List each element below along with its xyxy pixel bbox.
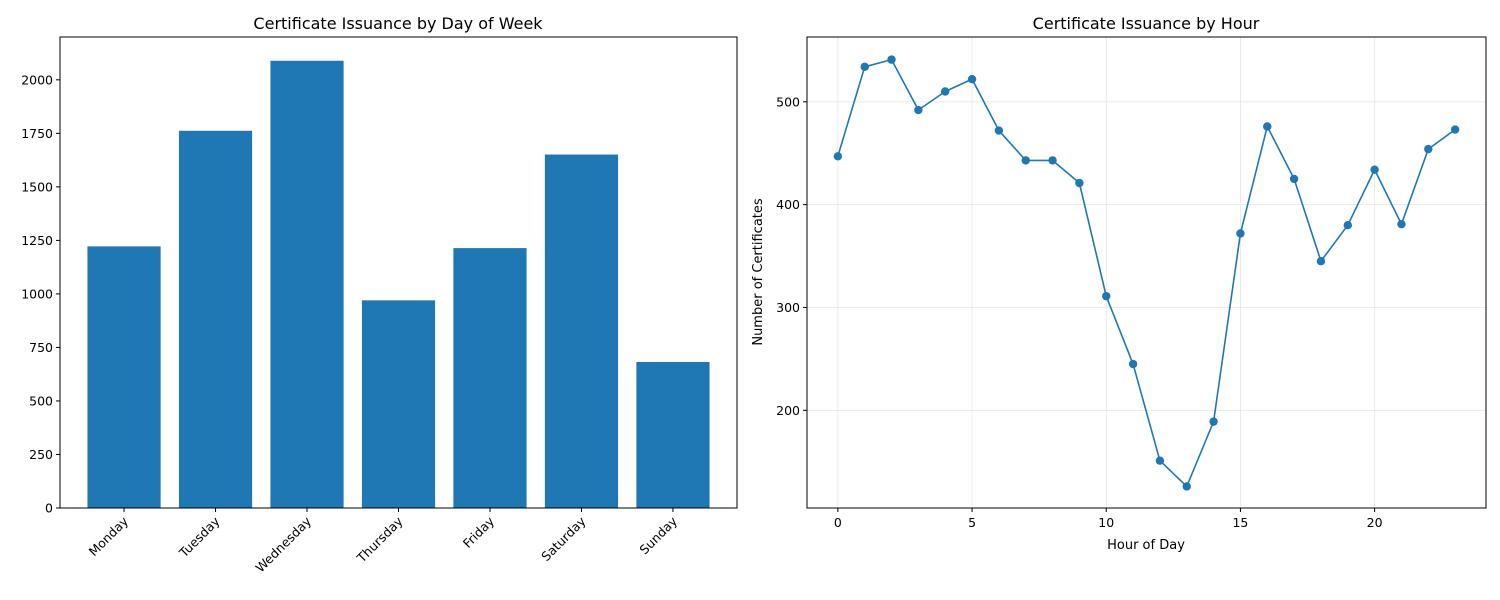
bar-y-tick-label: 1500 xyxy=(21,179,53,194)
bar-x-tick-label: Monday xyxy=(86,513,132,559)
line-point-hour-6 xyxy=(994,126,1004,135)
line-point-hour-4 xyxy=(941,87,950,96)
bar-y-tick-label: 250 xyxy=(29,447,53,462)
line-point-hour-11 xyxy=(1128,359,1138,369)
bar-x-tick-label: Saturday xyxy=(538,513,589,564)
line-point-hour-7 xyxy=(1021,156,1030,165)
line-point-hour-1 xyxy=(860,62,869,72)
line-point-hour-8 xyxy=(1048,156,1057,165)
bar-y-tick-label: 1250 xyxy=(21,233,53,248)
line-x-ticks: 0 5 10 15 20 xyxy=(834,508,1383,530)
line-point-hour-5 xyxy=(967,74,977,84)
bar-x-tick-label: Tuesday xyxy=(175,513,223,561)
bar-y-tick-label: 750 xyxy=(29,340,53,355)
line-x-tick-label: 20 xyxy=(1367,515,1383,530)
line-path xyxy=(837,58,1456,488)
bar-monday xyxy=(87,246,161,508)
line-point-hour-13 xyxy=(1182,482,1191,491)
line-point-hour-10 xyxy=(1102,291,1111,301)
line-chart: Certificate Issuance by Hour 20030040050… xyxy=(751,14,1487,553)
bar-saturday xyxy=(544,154,619,509)
line-point-hour-19 xyxy=(1343,220,1352,230)
bar-plot-frame xyxy=(59,36,738,509)
line-point-hour-15 xyxy=(1236,229,1245,238)
bar-y-ticks: 0 250 500 750 1000 1250 1500 1750 2000 xyxy=(21,72,60,516)
line-x-tick-label: 15 xyxy=(1232,515,1248,530)
line-x-axis-label: Hour of Day xyxy=(1107,538,1185,553)
bar-x-tick-label: Friday xyxy=(460,513,498,551)
bar-friday xyxy=(453,248,527,509)
line-y-tick-label: 200 xyxy=(776,403,800,418)
line-point-hour-17 xyxy=(1289,174,1299,184)
bar-thursday xyxy=(361,300,436,508)
line-x-tick-label: 5 xyxy=(968,515,976,530)
line-x-tick-label: 10 xyxy=(1098,515,1114,530)
line-y-tick-label: 500 xyxy=(776,94,800,109)
line-series xyxy=(833,55,1460,491)
bar-chart: Certificate Issuance by Day of Week 0 250… xyxy=(21,14,738,575)
line-y-tick-label: 300 xyxy=(776,300,800,315)
line-point-hour-21 xyxy=(1397,219,1406,229)
bar-y-tick-label: 1000 xyxy=(21,286,53,301)
bar-x-ticks: Monday Tuesday Wednesday Thursday Friday Satu… xyxy=(86,508,680,575)
bar-sunday xyxy=(636,361,710,508)
line-point-hour-23 xyxy=(1450,125,1460,134)
bar-y-tick-label: 0 xyxy=(45,501,53,516)
bar-y-tick-label: 1750 xyxy=(21,126,53,141)
line-chart-title: Certificate Issuance by Hour xyxy=(1033,14,1260,33)
line-point-hour-22 xyxy=(1424,144,1433,154)
line-plot-frame xyxy=(806,36,1487,509)
bar-wednesday xyxy=(270,60,344,508)
line-point-hour-0 xyxy=(833,152,843,161)
line-point-hour-9 xyxy=(1075,178,1084,188)
bar-x-tick-label: Thursday xyxy=(353,513,406,566)
bar-y-tick-label: 500 xyxy=(29,393,53,408)
bar-x-tick-label: Wednesday xyxy=(252,513,314,575)
line-point-hour-3 xyxy=(914,105,923,115)
bar-series xyxy=(87,60,710,509)
line-y-ticks: 200 300 400 500 xyxy=(776,94,807,418)
line-x-tick-label: 0 xyxy=(834,515,842,530)
line-point-hour-18 xyxy=(1316,256,1326,266)
bar-chart-title: Certificate Issuance by Day of Week xyxy=(253,14,543,33)
line-point-hour-12 xyxy=(1155,456,1165,465)
line-point-hour-14 xyxy=(1209,417,1218,426)
line-y-tick-label: 400 xyxy=(776,197,800,212)
bar-y-tick-label: 2000 xyxy=(21,72,53,87)
line-y-axis-label: Number of Certificates xyxy=(751,198,766,346)
bar-x-tick-label: Sunday xyxy=(636,513,680,557)
line-point-hour-2 xyxy=(887,55,896,64)
line-point-hour-20 xyxy=(1370,165,1379,174)
line-grid xyxy=(807,37,1486,508)
bar-tuesday xyxy=(178,130,253,508)
line-point-hour-16 xyxy=(1263,122,1272,131)
